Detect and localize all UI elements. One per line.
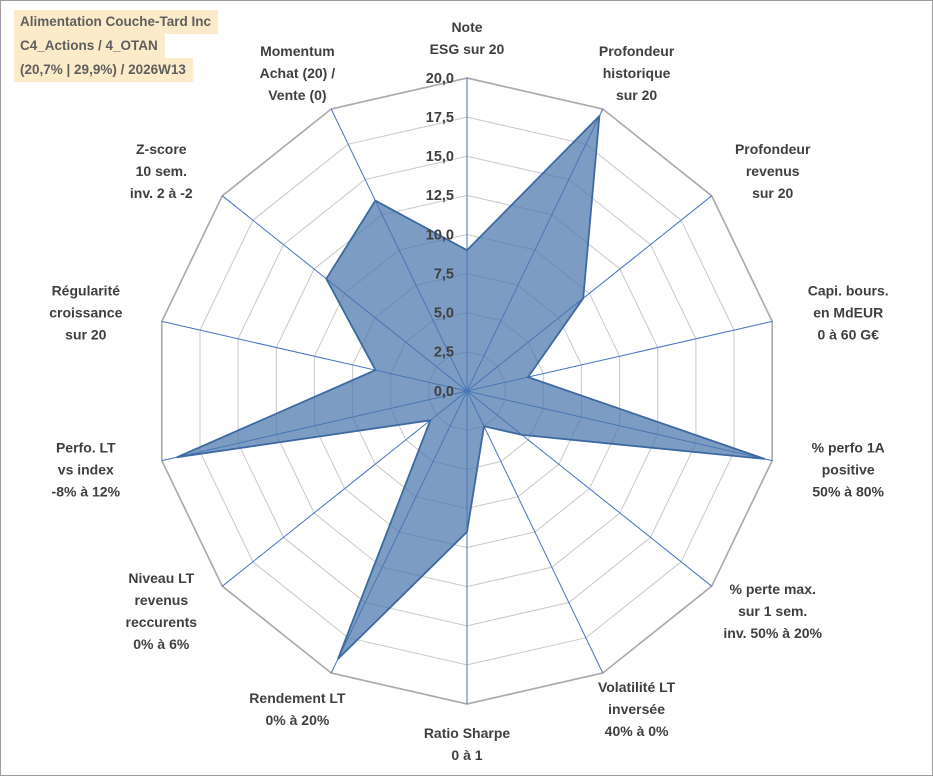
axis-label-9: Niveau LT revenus reccurents 0% à 6% — [126, 570, 198, 652]
axis-label-10: Perfo. LT vs index -8% à 12% — [52, 440, 121, 500]
chart-title-company: Alimentation Couche-Tard Inc — [14, 10, 219, 34]
axis-label-12: Z-score 10 sem. inv. 2 à -2 — [130, 141, 193, 201]
axis-label-11: Régularité croissance sur 20 — [49, 283, 122, 343]
radial-tick-6: 15,0 — [426, 149, 454, 165]
axis-label-3: Capi. bours. en MdEUR 0 à 60 G€ — [808, 283, 889, 343]
radial-tick-2: 5,0 — [434, 306, 454, 322]
axis-label-4: % perfo 1A positive 50% à 80% — [812, 440, 885, 500]
axis-label-1: Profondeur historique sur 20 — [599, 43, 675, 103]
radar-data-area — [176, 115, 766, 660]
axis-label-6: Volatilité LT inversée 40% à 0% — [598, 679, 676, 739]
radial-tick-3: 7,5 — [434, 266, 454, 282]
radar-spoke-9 — [221, 390, 468, 587]
chart-title-portfolio: C4_Actions / 4_OTAN — [14, 34, 165, 58]
axis-label-0: Note ESG sur 20 — [430, 19, 505, 57]
axis-label-13: Momentum Achat (20) / Vente (0) — [260, 43, 336, 103]
radial-tick-5: 12,5 — [426, 188, 454, 204]
axis-label-5: % perte max. sur 1 sem. inv. 50% à 20% — [723, 581, 822, 641]
radial-tick-0: 0,0 — [434, 384, 454, 400]
radial-tick-4: 10,0 — [426, 227, 454, 243]
chart-title-stats: (20,7% | 29,9%) / 2026W13 — [14, 58, 193, 82]
axis-label-8: Rendement LT 0% à 20% — [249, 690, 346, 728]
axis-label-7: Ratio Sharpe 0 à 1 — [424, 725, 511, 763]
chart-title-box: Alimentation Couche-Tard Inc C4_Actions … — [14, 10, 219, 82]
axis-label-2: Profondeur revenus sur 20 — [735, 141, 811, 201]
radar-spoke-6 — [466, 390, 604, 674]
radial-tick-7: 17,5 — [426, 110, 454, 126]
radial-tick-1: 2,5 — [434, 345, 454, 361]
radial-tick-8: 20,0 — [426, 71, 454, 87]
